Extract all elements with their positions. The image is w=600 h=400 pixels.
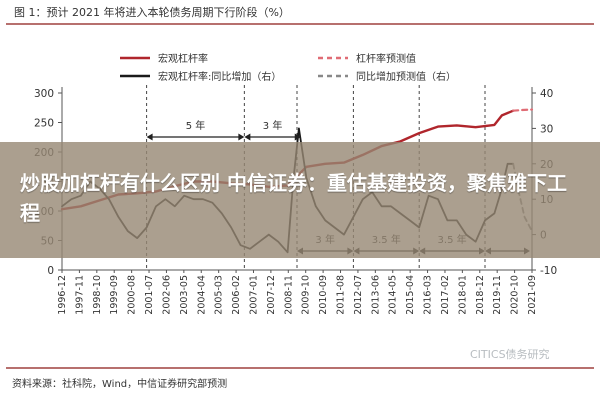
chart-title: 图 1：预计 2021 年将进入本轮债务周期下行阶段（%） <box>14 5 290 19</box>
annotation-arrow-right <box>294 133 301 141</box>
x-tick-label: 2003-05 <box>179 275 190 315</box>
x-tick-label: 2013-06 <box>370 275 381 315</box>
annotation: 5 年 <box>146 119 245 141</box>
legend-item: 同比增加预测值（右） <box>318 70 456 83</box>
annotation-arrow-right <box>238 133 245 141</box>
annotation-arrow-left <box>146 133 153 141</box>
annotation-arrow-left <box>244 133 251 141</box>
headline-banner: 炒股加杠杆有什么区别 中信证券：重估基建投资，聚焦雅下工程 <box>0 142 600 258</box>
x-tick-label: 2015-04 <box>405 275 416 315</box>
x-tick-label: 1999-09 <box>109 275 120 315</box>
annotation-label: 3 年 <box>263 119 283 132</box>
x-tick-label: 2008-11 <box>283 275 294 315</box>
legend-item: 宏观杠杆率 <box>120 52 208 65</box>
legend-item: 宏观杠杆率:同比增加（右） <box>120 70 281 83</box>
x-tick-label: 2001-07 <box>144 275 155 315</box>
legend-label: 同比增加预测值（右） <box>356 70 456 83</box>
right-tick-label: 40 <box>540 88 553 100</box>
x-tick-label: 2016-03 <box>423 275 434 315</box>
x-tick-label: 2010-09 <box>318 275 329 315</box>
right-tick-label: -10 <box>540 265 557 277</box>
watermark: CITICS债务研究 <box>470 347 550 361</box>
x-tick-label: 2018-12 <box>475 275 486 315</box>
x-tick-label: 2021-09 <box>527 275 538 315</box>
x-tick-label: 2011-08 <box>336 275 347 315</box>
left-tick-label: 250 <box>34 118 54 130</box>
x-tick-label: 2007-01 <box>248 275 259 315</box>
x-tick-label: 2014-05 <box>388 275 399 315</box>
left-tick-label: 0 <box>47 265 54 277</box>
legend-label: 杠杆率预测值 <box>356 52 416 65</box>
x-tick-label: 2012-07 <box>353 275 364 315</box>
x-tick-label: 1998-10 <box>92 275 103 315</box>
right-tick-label: 30 <box>540 123 553 135</box>
x-tick-label: 1997-11 <box>74 275 85 315</box>
annotation: 3 年 <box>244 119 301 141</box>
x-tick-label: 2020-10 <box>510 275 521 315</box>
x-axis-ticks: 1996-12 1997-11 1998-10 1999-09 2000-08 2001-… <box>57 270 538 315</box>
legend-label: 宏观杠杆率:同比增加（右） <box>158 70 281 83</box>
x-tick-label: 2006-02 <box>231 275 242 315</box>
x-tick-label: 1996-12 <box>57 275 68 315</box>
series-line-1 <box>512 108 534 112</box>
legend-item: 杠杆率预测值 <box>318 52 416 65</box>
annotation-label: 5 年 <box>186 119 206 132</box>
x-tick-label: 2009-10 <box>301 275 312 315</box>
left-tick-label: 300 <box>34 88 54 100</box>
headline-text[interactable]: 炒股加杠杆有什么区别 中信证券：重估基建投资，聚焦雅下工程 <box>20 171 567 225</box>
x-tick-label: 2004-04 <box>196 275 207 315</box>
x-tick-label: 2019-11 <box>492 275 503 315</box>
legend-label: 宏观杠杆率 <box>158 52 208 65</box>
x-tick-label: 2005-03 <box>214 275 225 315</box>
x-tick-label: 2000-08 <box>127 275 138 315</box>
x-tick-label: 2018-01 <box>457 275 468 315</box>
x-tick-label: 2007-12 <box>266 275 277 315</box>
x-tick-label: 2002-06 <box>161 275 172 315</box>
source-note: 资料来源：社科院，Wind，中信证券研究部预测 <box>12 377 227 390</box>
x-tick-label: 2017-02 <box>440 275 451 315</box>
